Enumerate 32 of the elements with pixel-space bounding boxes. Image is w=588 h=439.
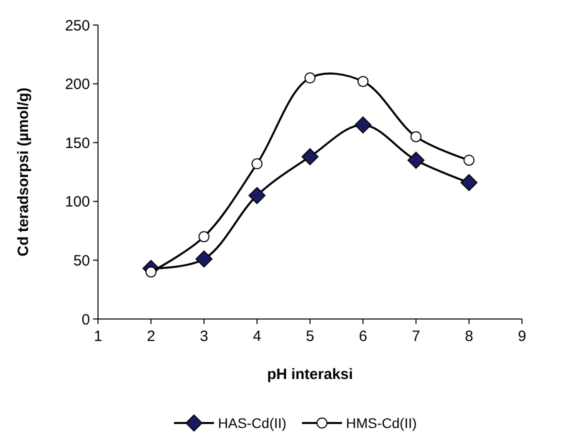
x-tick-label: 3 — [200, 328, 208, 345]
x-tick-label: 6 — [358, 328, 368, 345]
point — [198, 231, 210, 242]
point — [358, 76, 368, 87]
point — [354, 116, 372, 134]
point — [146, 266, 156, 278]
point — [302, 148, 318, 166]
point — [464, 154, 474, 166]
point — [252, 158, 262, 170]
point — [248, 187, 266, 204]
x-tick-label: 5 — [306, 328, 314, 345]
y-tick-label: 200 — [64, 76, 90, 94]
y-tick-label: 250 — [64, 17, 90, 34]
point — [410, 131, 422, 142]
x-tick-label: 2 — [146, 328, 156, 345]
x-tick-label: 4 — [252, 328, 262, 345]
y-tick-label: 50 — [73, 252, 90, 270]
y-tick-label: 100 — [64, 194, 90, 211]
legend-label: HAS-Cd(II) — [218, 414, 286, 431]
x-axis-title: pH interaksi — [267, 366, 353, 383]
x-tick-label: 1 — [94, 328, 102, 345]
x-tick-label: 8 — [464, 328, 474, 345]
point — [460, 174, 478, 192]
y-tick-label: 0 — [82, 311, 90, 328]
y-tick-label: 150 — [64, 134, 90, 152]
point — [196, 250, 212, 268]
x-tick-label: 7 — [412, 328, 420, 345]
legend-label: HMS-Cd(II) — [346, 414, 417, 431]
y-axis-title: Cd teradsorpsi (µmol/g) — [15, 88, 32, 256]
point — [304, 72, 316, 84]
point — [408, 152, 424, 169]
x-tick-label: 9 — [518, 328, 526, 345]
